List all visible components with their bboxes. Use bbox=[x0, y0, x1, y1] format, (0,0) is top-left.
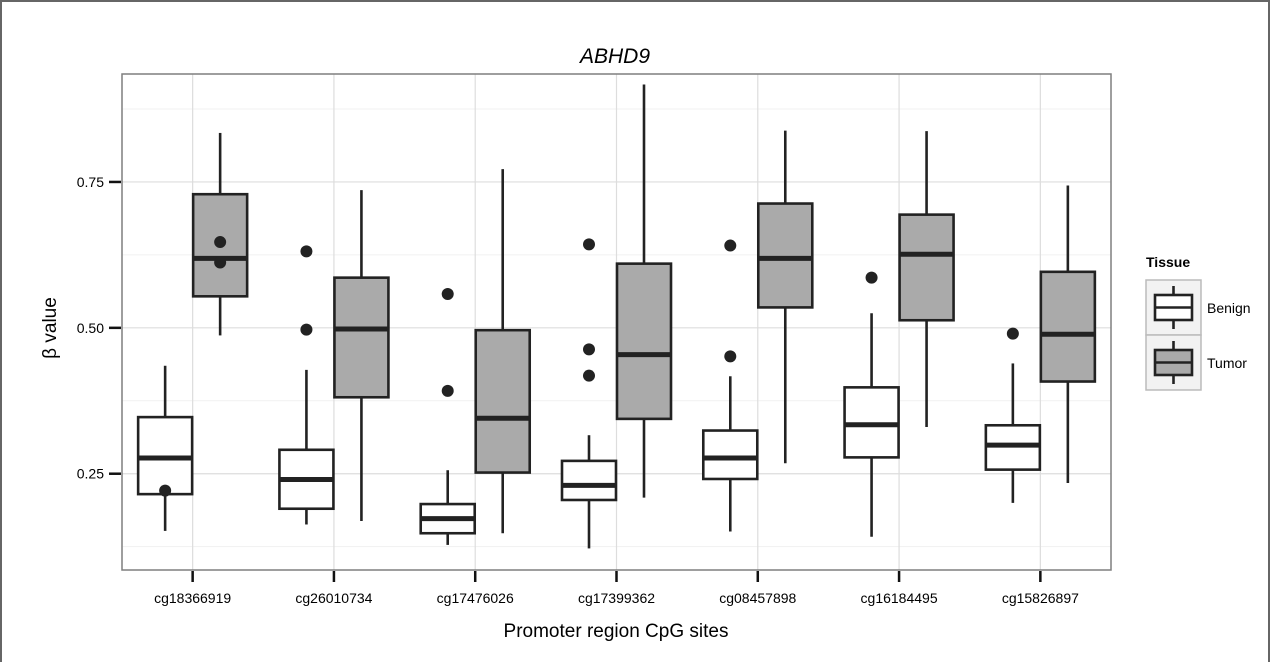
plot-panel bbox=[121, 73, 1112, 571]
outlier-point bbox=[441, 287, 454, 300]
box-tumor-cg15826897 bbox=[1039, 185, 1097, 484]
outlier-point bbox=[583, 343, 595, 356]
box-body bbox=[333, 276, 390, 399]
chart-title: ABHD9 bbox=[578, 45, 650, 68]
outlier-point bbox=[300, 323, 313, 336]
box-body bbox=[615, 262, 673, 421]
outlier-point bbox=[441, 384, 454, 397]
box-benign-cg18366919 bbox=[136, 365, 194, 531]
box-benign-cg15826897 bbox=[984, 327, 1042, 503]
legend-label-benign: Benign bbox=[1207, 300, 1251, 316]
outlier-point bbox=[159, 484, 172, 497]
box-tumor-cg18366919 bbox=[191, 132, 249, 336]
outlier-point bbox=[724, 350, 737, 363]
box-body bbox=[701, 429, 759, 481]
x-axis-label: Promoter region CpG sites bbox=[504, 621, 729, 642]
x-tick-label: cg26010734 bbox=[295, 590, 372, 606]
legend-title: Tissue bbox=[1146, 254, 1190, 270]
outlier-point bbox=[865, 271, 878, 284]
y-tick-label: 0.50 bbox=[77, 320, 104, 336]
box-benign-cg17476026 bbox=[419, 287, 477, 545]
x-tick-label: cg08457898 bbox=[719, 590, 796, 606]
x-tick-label: cg17476026 bbox=[437, 590, 514, 606]
y-axis: 0.25 0.50 0.75 bbox=[77, 174, 121, 482]
outlier-point bbox=[583, 369, 595, 382]
box-body bbox=[1039, 270, 1097, 383]
box-tumor-cg17476026 bbox=[474, 169, 532, 534]
outlier-point bbox=[583, 238, 595, 251]
outlier-point bbox=[1006, 327, 1019, 340]
outlier-point bbox=[214, 256, 227, 269]
panel-border bbox=[121, 73, 1112, 571]
x-tick-label: cg18366919 bbox=[154, 590, 231, 606]
x-tick-label: cg17399362 bbox=[578, 590, 655, 606]
box-tumor-cg17399362 bbox=[615, 84, 673, 498]
y-tick-label: 0.25 bbox=[77, 466, 104, 482]
box-body bbox=[560, 459, 618, 502]
x-tick-label: cg15826897 bbox=[1002, 590, 1079, 606]
box-tumor-cg16184495 bbox=[898, 131, 955, 428]
box-benign-cg26010734 bbox=[278, 245, 335, 525]
box-benign-cg08457898 bbox=[701, 239, 759, 532]
box-benign-cg17399362 bbox=[560, 238, 618, 549]
x-axis: cg18366919 cg26010734 cg17476026 cg17399362… bbox=[154, 571, 1079, 606]
outlier-point bbox=[724, 239, 737, 252]
box-tumor-cg26010734 bbox=[333, 190, 390, 521]
box-body bbox=[474, 328, 532, 474]
box-body bbox=[756, 202, 814, 309]
box-body bbox=[898, 213, 955, 322]
legend: Tissue Benign Tumor bbox=[1145, 254, 1251, 391]
y-tick-label: 0.75 bbox=[77, 174, 104, 190]
outlier-point bbox=[300, 245, 313, 258]
outlier-point bbox=[214, 236, 227, 249]
legend-key-tumor bbox=[1145, 334, 1202, 391]
legend-label-tumor: Tumor bbox=[1207, 355, 1247, 371]
box-tumor-cg08457898 bbox=[756, 130, 814, 464]
legend-key-benign bbox=[1145, 279, 1202, 336]
x-tick-label: cg16184495 bbox=[861, 590, 938, 606]
y-axis-label: β value bbox=[40, 297, 61, 359]
box-benign-cg16184495 bbox=[843, 271, 900, 537]
